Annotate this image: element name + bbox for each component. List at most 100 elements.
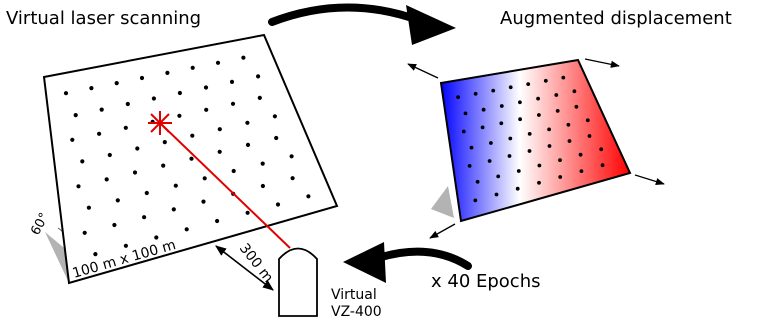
- scan-point: [555, 109, 560, 113]
- scan-point: [177, 90, 182, 96]
- laser-beam: [159, 122, 291, 249]
- forward-workflow-arrow: [268, 3, 456, 45]
- scan-point: [63, 91, 69, 96]
- scan-point: [229, 79, 235, 84]
- scan-point: [585, 118, 590, 123]
- scan-point: [80, 159, 85, 164]
- scan-point: [508, 85, 513, 90]
- scan-point: [574, 104, 579, 109]
- scan-point: [151, 96, 156, 101]
- scan-point: [245, 210, 250, 215]
- laser-hit-marker: [148, 111, 172, 135]
- scan-point: [112, 222, 117, 228]
- scan-point: [177, 113, 182, 118]
- scan-point: [515, 186, 520, 191]
- scan-point: [201, 199, 206, 204]
- scan-point: [245, 120, 250, 125]
- scan-point: [189, 156, 194, 161]
- epoch-loop-label: x 40 Epochs: [431, 271, 541, 292]
- displacement-shadow: [431, 186, 454, 218]
- scan-point: [256, 74, 261, 79]
- scan-point: [275, 202, 281, 207]
- scan-point: [481, 107, 486, 112]
- scan-point: [494, 192, 499, 197]
- scan-point: [566, 122, 571, 127]
- scan-point: [132, 170, 138, 175]
- scan-point: [142, 215, 147, 220]
- scanner-device: [278, 247, 318, 317]
- scan-point: [496, 174, 501, 179]
- scan-point: [204, 107, 209, 112]
- scan-point: [480, 125, 485, 130]
- scan-point: [257, 95, 262, 100]
- scan-point: [99, 107, 104, 112]
- scan-point: [104, 177, 109, 182]
- scan-point: [526, 82, 531, 86]
- scan-point: [572, 89, 577, 94]
- scan-point: [70, 137, 75, 142]
- scan-point: [184, 227, 189, 232]
- scan-point: [527, 149, 532, 153]
- scan-point: [97, 131, 102, 136]
- scan-point: [508, 136, 513, 141]
- scan-point: [203, 85, 209, 90]
- scan-point: [499, 121, 504, 126]
- scan-point: [125, 101, 130, 107]
- scan-point: [161, 163, 166, 168]
- inclination-angle-label: 60°: [28, 210, 52, 237]
- scan-point: [527, 132, 532, 136]
- scan-point: [473, 91, 478, 96]
- scan-point: [165, 70, 170, 75]
- scan-point: [456, 95, 460, 99]
- scan-point: [190, 133, 195, 138]
- scan-point: [543, 78, 548, 83]
- scan-point: [217, 149, 222, 154]
- scan-point: [554, 93, 559, 97]
- scan-point: [567, 139, 572, 143]
- scan-point: [469, 145, 474, 150]
- scan-point: [537, 163, 542, 168]
- scan-point: [190, 65, 195, 70]
- scan-point: [76, 184, 81, 189]
- scan-point: [162, 140, 167, 145]
- loop-workflow-arrow: [343, 242, 472, 283]
- scan-point: [547, 127, 551, 132]
- scan-point: [537, 180, 541, 185]
- scan-point: [306, 194, 311, 199]
- scan-point: [86, 205, 91, 210]
- scan-point: [289, 154, 294, 159]
- scan-point: [241, 55, 246, 60]
- scan-point: [587, 134, 592, 138]
- displaced-plot: [439, 58, 632, 223]
- scan-point: [123, 125, 128, 130]
- scan-point: [516, 169, 521, 173]
- scan-point: [135, 146, 140, 151]
- scan-point: [475, 179, 480, 184]
- scan-point: [107, 152, 112, 158]
- scan-point: [114, 81, 119, 86]
- scan-point: [82, 230, 87, 235]
- scan-point: [518, 117, 522, 122]
- scan-point: [154, 235, 159, 240]
- scanner-distance-label: 300 m: [236, 241, 276, 286]
- scan-point: [487, 159, 492, 163]
- scan-point: [499, 104, 504, 108]
- scan-point: [274, 135, 279, 141]
- scan-point: [115, 198, 120, 203]
- distance-arrow: [215, 245, 274, 291]
- scan-point: [473, 198, 478, 203]
- scan-point: [507, 154, 512, 158]
- scan-point: [547, 144, 552, 148]
- scan-point: [558, 158, 562, 163]
- stretch-arrows: [407, 58, 665, 239]
- scan-point: [600, 163, 605, 168]
- scan-point: [231, 168, 236, 174]
- scan-point: [491, 88, 496, 93]
- scan-point: [272, 114, 277, 119]
- scan-point: [173, 183, 178, 188]
- scan-point: [139, 75, 145, 81]
- scan-point: [561, 75, 566, 80]
- scan-point: [260, 183, 265, 189]
- scan-point: [245, 142, 251, 147]
